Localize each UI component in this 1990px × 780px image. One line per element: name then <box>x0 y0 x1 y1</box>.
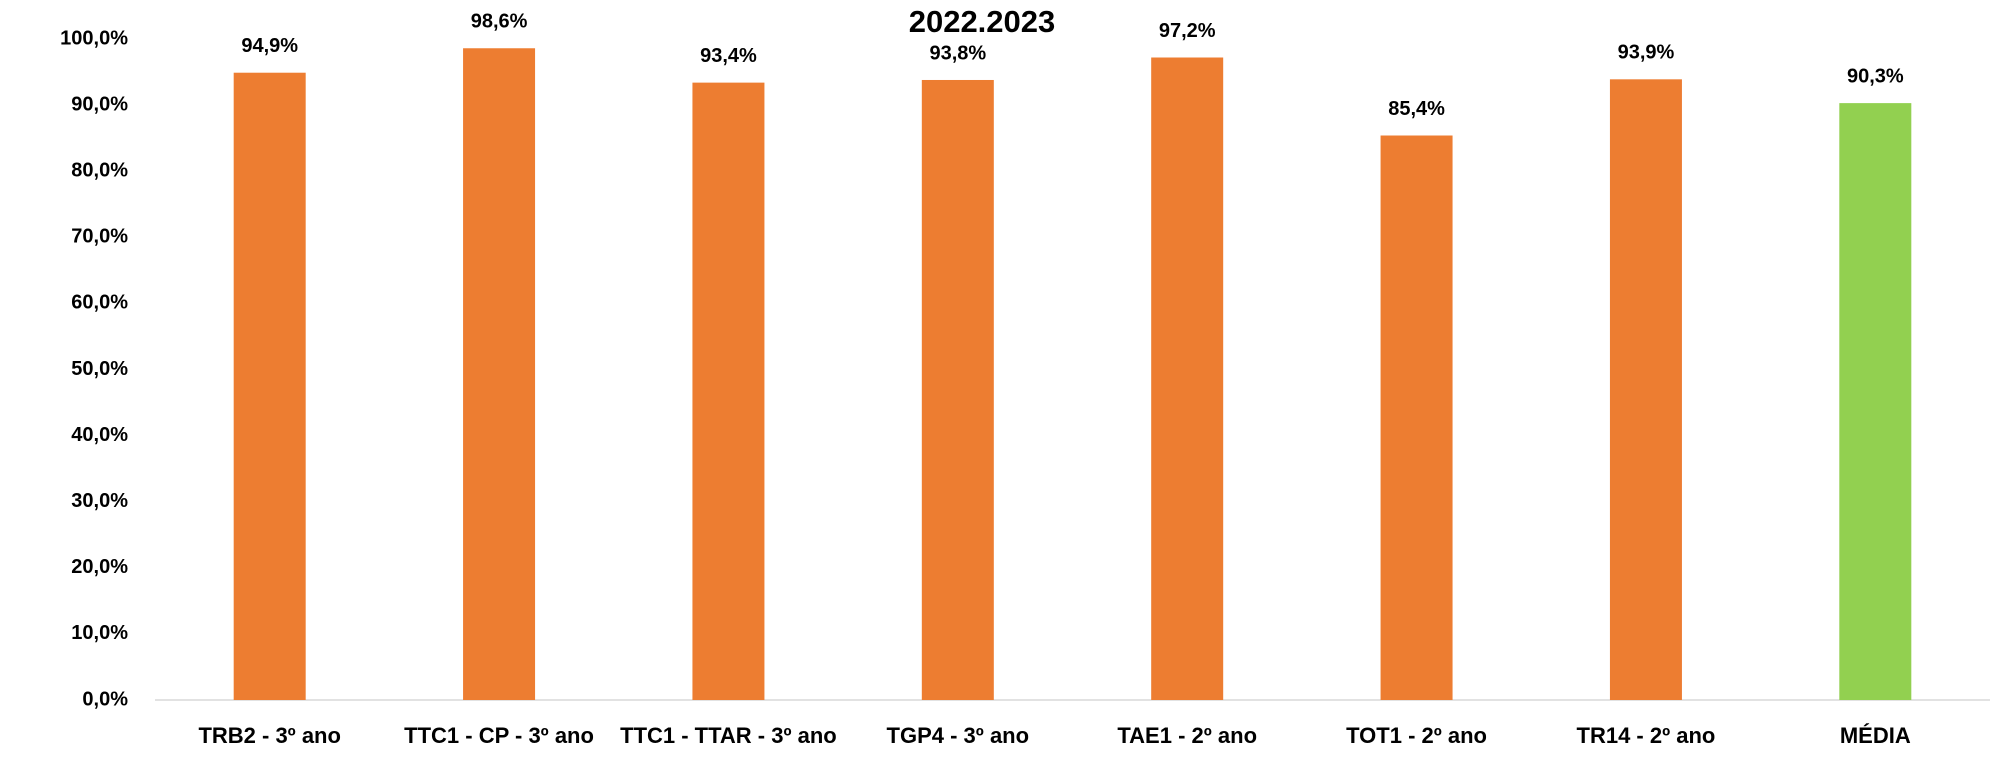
x-tick-label: TGP4 - 3º ano <box>887 723 1030 748</box>
bar <box>233 72 306 700</box>
x-tick-label: TOT1 - 2º ano <box>1346 723 1487 748</box>
x-tick-label: TRB2 - 3º ano <box>198 723 341 748</box>
y-tick-label: 100,0% <box>60 27 128 49</box>
data-label: 98,6% <box>471 11 528 33</box>
y-tick-label: 0,0% <box>82 688 128 710</box>
y-tick-label: 80,0% <box>71 159 128 181</box>
bar <box>921 79 994 701</box>
x-tick-label: TTC1 - CP - 3º ano <box>404 723 594 748</box>
data-label: 93,4% <box>700 45 757 67</box>
bar <box>692 82 765 701</box>
data-label: 94,9% <box>241 35 298 57</box>
y-tick-label: 90,0% <box>71 93 128 115</box>
x-tick-label: TTC1 - TTAR - 3º ano <box>620 723 837 748</box>
y-tick-label: 60,0% <box>71 292 128 314</box>
y-tick-label: 10,0% <box>71 622 128 644</box>
y-tick-label: 40,0% <box>71 424 128 446</box>
data-label: 97,2% <box>1159 20 1216 42</box>
bar <box>1380 135 1453 701</box>
x-tick-label: MÉDIA <box>1840 723 1911 748</box>
data-label: 93,8% <box>929 42 986 64</box>
bar <box>463 48 536 700</box>
data-label: 85,4% <box>1388 98 1445 120</box>
y-tick-label: 20,0% <box>71 556 128 578</box>
bar <box>1151 57 1224 701</box>
data-label: 93,9% <box>1618 42 1675 64</box>
bar <box>1609 79 1682 701</box>
x-tick-label: TR14 - 2º ano <box>1577 723 1716 748</box>
data-label: 90,3% <box>1847 65 1904 87</box>
y-tick-label: 30,0% <box>71 490 128 512</box>
x-tick-label: TAE1 - 2º ano <box>1117 723 1257 748</box>
y-tick-label: 70,0% <box>71 226 128 248</box>
chart-title: 2022.2023 <box>909 4 1056 39</box>
y-tick-label: 50,0% <box>71 358 128 380</box>
bar <box>1839 103 1912 700</box>
